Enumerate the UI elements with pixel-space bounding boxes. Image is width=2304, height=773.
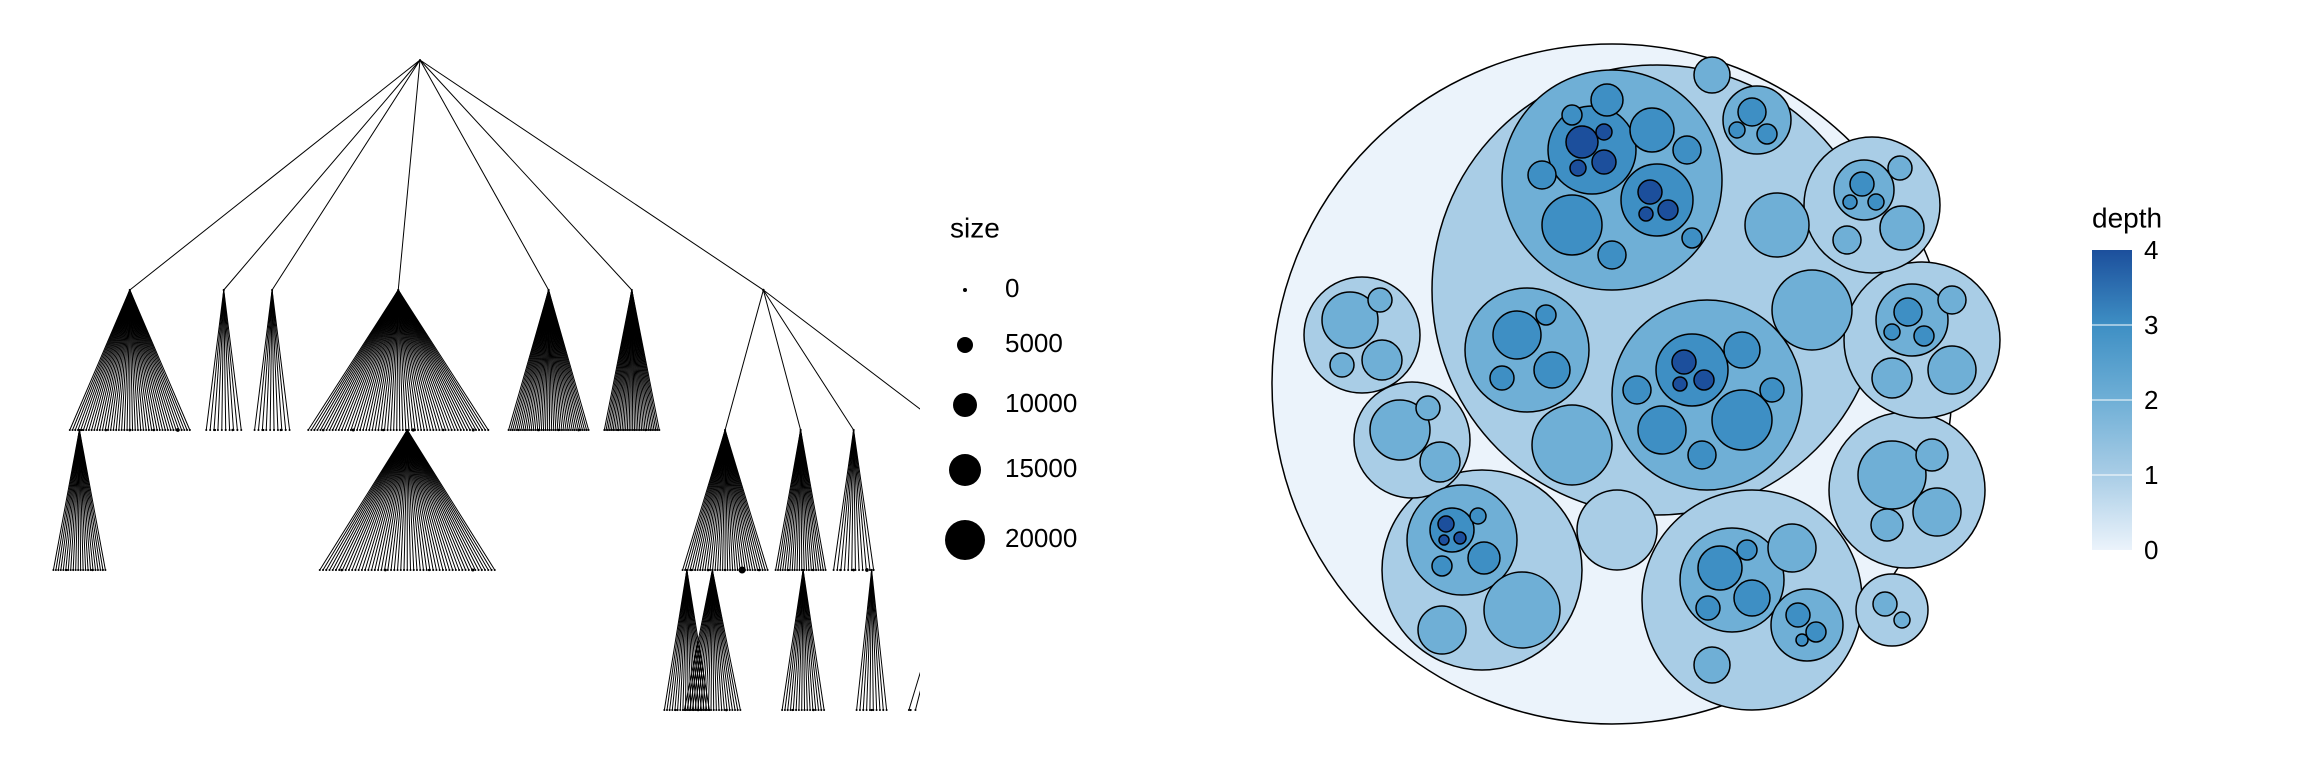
depth-tick-4: 4: [2144, 235, 2158, 265]
svg-text:20000: 20000: [1005, 523, 1077, 553]
svg-text:0: 0: [1005, 273, 1019, 303]
pack-depth-legend: depth 4 3 2 1 0: [2072, 0, 2304, 768]
svg-text:15000: 15000: [1005, 453, 1077, 483]
tree-size-legend: size 0 5000 10000 15000 20000: [920, 0, 1152, 768]
svg-text:10000: 10000: [1005, 388, 1077, 418]
depth-tick-3: 3: [2144, 310, 2158, 340]
depth-tick-2: 2: [2144, 385, 2158, 415]
pack-legend-title: depth: [2092, 202, 2162, 233]
depth-tick-1: 1: [2144, 460, 2158, 490]
tree-legend-item-1: 5000: [957, 328, 1063, 358]
depth-tick-0: 0: [2144, 535, 2158, 565]
tree-legend-item-4: 20000: [945, 520, 1077, 560]
svg-text:5000: 5000: [1005, 328, 1063, 358]
tree-legend-item-2: 10000: [953, 388, 1077, 418]
tree-legend-item-0: 0: [963, 273, 1019, 303]
tree-chart: [0, 0, 920, 768]
tree-legend-item-3: 15000: [949, 453, 1077, 486]
tree-legend-title: size: [950, 212, 1000, 243]
circle-pack-chart: [1152, 0, 2072, 768]
